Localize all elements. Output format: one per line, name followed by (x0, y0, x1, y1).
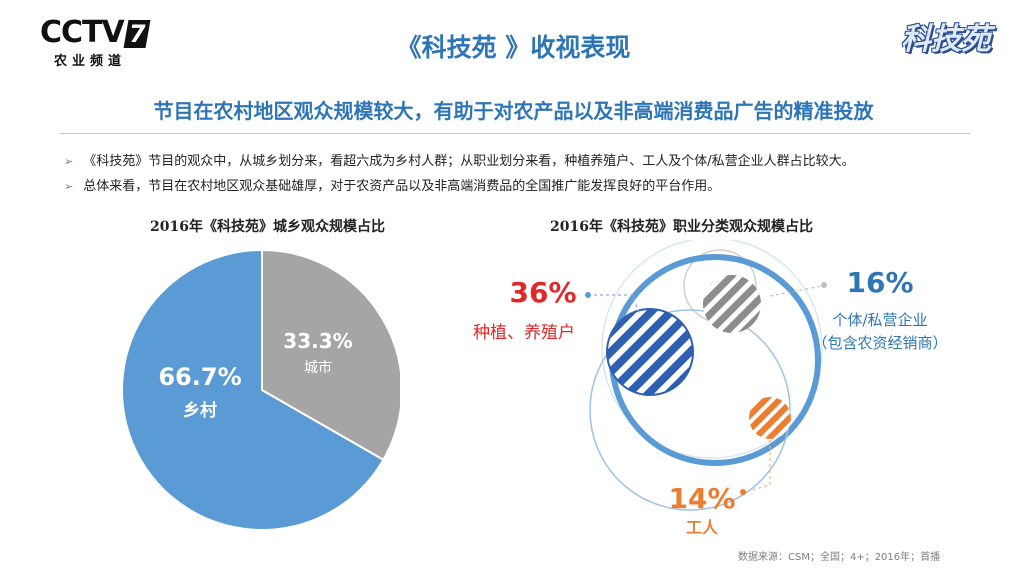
bullet-item: ➢ 总体来看，节目在农村地区观众基础雄厚，对于农资产品以及非高端消费品的全国推广能… (64, 175, 720, 194)
bubble-chart-title: 2016年《科技苑》职业分类观众规模占比 (550, 219, 813, 235)
bubble-worker (749, 397, 791, 439)
inner-ring-decoration (589, 309, 791, 511)
leader-line-worker (744, 440, 771, 493)
pie-value-label-urban: 33.3% (283, 329, 352, 353)
logo-left-text: CCTV (40, 15, 125, 50)
data-source-note: 数据来源：CSM；全国；4+；2016年；首播 (738, 552, 941, 563)
pie-value-label-rural: 66.7% (158, 363, 241, 391)
bullet-text: 《科技苑》节目的观众中，从城乡划分来，看超六成为乡村人群；从职业划分来看，种植养… (83, 154, 855, 169)
pie-slice-urban (261, 248, 400, 462)
leader-dot-planting (585, 292, 591, 298)
leader-line-planting (588, 294, 641, 316)
pie-category-label-rural: 乡村 (183, 400, 217, 421)
outer-ring-decoration (601, 240, 823, 459)
pie-category-label-urban: 城市 (304, 359, 332, 376)
category-label-planting: 种植、养殖户 (473, 323, 575, 343)
bubble-planting (606, 308, 694, 396)
page-subtitle: 节目在农村地区观众规模较大，有助于对农产品以及非高端消费品广告的精准投放 (153, 99, 874, 123)
cctv-logo: CCTV 7 农业频道 (40, 15, 150, 69)
arrow-bullet-icon: ➢ (64, 155, 74, 168)
pie-chart-title: 2016年《科技苑》城乡观众规模占比 (150, 219, 385, 235)
bullet-text: 总体来看，节目在农村地区观众基础雄厚，对于农资产品以及非高端消费品的全国推广能发… (83, 179, 721, 194)
category-label-worker: 工人 (686, 518, 719, 537)
category-label-private: 个体/私营企业 (832, 311, 927, 329)
category-sublabel-private: （包含农资经销商） (812, 334, 947, 352)
divider (60, 133, 970, 134)
bubble-private (703, 275, 761, 333)
page-title: 《科技苑 》收视表现 (396, 33, 631, 62)
arrow-bullet-icon: ➢ (64, 180, 74, 193)
pie-slice-rural (121, 248, 385, 530)
logo-left-subtitle: 农业频道 (53, 54, 126, 69)
bullet-item: ➢ 《科技苑》节目的观众中，从城乡划分来，看超六成为乡村人群；从职业划分来看，种植… (64, 150, 855, 169)
value-label-worker: 14% (668, 482, 735, 515)
leader-line-private (769, 285, 823, 297)
leader-dot-worker (740, 489, 746, 495)
program-logo: 科技苑 (901, 22, 991, 57)
value-label-planting: 36% (509, 276, 576, 309)
bubble-chart: 36% 种植、养殖户 16% 个体/私营企业 （包含农资经销商） 14% 工人 (473, 240, 948, 537)
value-label-private: 16% (846, 266, 913, 299)
pie-chart: 66.7% 乡村 33.3% 城市 (121, 248, 400, 530)
leader-dot-private (821, 282, 827, 288)
